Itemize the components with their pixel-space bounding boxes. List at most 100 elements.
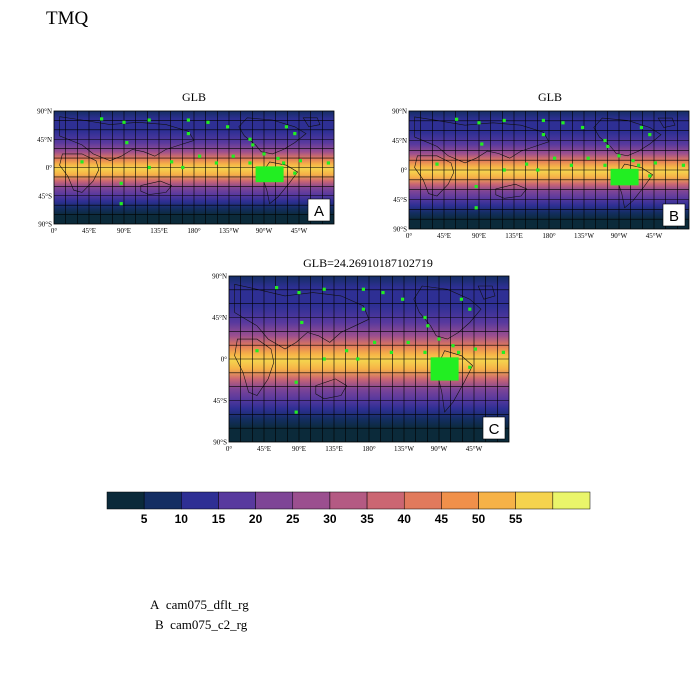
site-marker bbox=[617, 154, 621, 158]
site-marker bbox=[214, 161, 218, 165]
site-marker bbox=[255, 349, 259, 353]
site-marker bbox=[181, 165, 185, 170]
lon-tick-label: 0° bbox=[51, 227, 58, 235]
site-marker bbox=[373, 340, 377, 344]
site-marker bbox=[569, 163, 573, 167]
site-marker bbox=[284, 125, 288, 129]
coastline bbox=[477, 285, 496, 300]
coastline bbox=[238, 117, 307, 155]
lon-tick-label: 45°E bbox=[437, 232, 451, 240]
site-marker bbox=[473, 347, 477, 351]
site-marker bbox=[648, 133, 652, 137]
lat-lon-grid bbox=[54, 111, 334, 224]
panel-a-title: GLB bbox=[182, 90, 206, 104]
colorbar-label: 35 bbox=[360, 512, 374, 526]
site-marker bbox=[119, 202, 123, 206]
south-america-marker-cluster bbox=[255, 166, 284, 183]
lat-tick-label: 90°N bbox=[37, 108, 52, 116]
lat-tick-label: 90°S bbox=[213, 439, 227, 447]
site-marker bbox=[80, 160, 84, 164]
panel-label: C bbox=[489, 421, 500, 438]
site-marker bbox=[435, 162, 439, 166]
site-marker bbox=[502, 168, 506, 172]
colorbar-swatch bbox=[106, 491, 145, 510]
panel-c-title: GLB=24.26910187102719 bbox=[303, 256, 433, 270]
lon-tick-label: 90°W bbox=[256, 227, 273, 235]
colorbar-label: 50 bbox=[472, 512, 486, 526]
colorbar-label: 10 bbox=[175, 512, 189, 526]
site-marker bbox=[198, 154, 202, 158]
lat-tick-label: 45°N bbox=[212, 314, 227, 322]
map-border bbox=[228, 275, 510, 443]
coastline bbox=[414, 116, 550, 164]
colorbar-label: 5 bbox=[141, 512, 148, 526]
colorbar-swatch bbox=[552, 491, 591, 510]
site-marker bbox=[186, 132, 190, 136]
coastline bbox=[413, 285, 482, 340]
site-marker bbox=[251, 143, 255, 147]
colorbar-label: 15 bbox=[212, 512, 226, 526]
colorbar-swatch bbox=[218, 491, 256, 510]
south-america-marker-cluster bbox=[430, 357, 459, 381]
legend-entry-a: A cam075_dflt_rg bbox=[150, 597, 249, 613]
site-marker bbox=[147, 118, 151, 122]
site-marker bbox=[637, 163, 641, 167]
lat-tick-label: 90°N bbox=[392, 108, 407, 116]
panel-label-box bbox=[662, 203, 686, 227]
site-marker bbox=[275, 286, 279, 290]
lat-tick-label: 45°S bbox=[213, 397, 227, 405]
site-marker bbox=[170, 160, 174, 164]
site-marker bbox=[653, 161, 657, 165]
site-marker bbox=[451, 344, 455, 348]
lon-tick-label: 45°W bbox=[646, 232, 663, 240]
lat-tick-label: 45°N bbox=[37, 136, 52, 144]
site-marker bbox=[297, 291, 301, 295]
lat-tick-label: 45°S bbox=[38, 192, 52, 200]
site-marker bbox=[457, 350, 461, 354]
lat-tick-label: 0° bbox=[46, 164, 53, 172]
site-marker bbox=[468, 365, 472, 369]
colorbar-label: 55 bbox=[509, 512, 523, 526]
lat-tick-label: 90°S bbox=[38, 221, 52, 229]
site-marker bbox=[294, 380, 298, 384]
site-marker bbox=[125, 141, 129, 145]
site-marker bbox=[361, 287, 365, 291]
site-marker bbox=[147, 165, 151, 170]
site-marker bbox=[276, 156, 280, 161]
lon-tick-label: 45°E bbox=[257, 445, 271, 453]
legend-name: cam075_c2_rg bbox=[170, 617, 248, 632]
coastline bbox=[315, 378, 348, 400]
site-marker bbox=[606, 144, 610, 148]
site-marker bbox=[406, 340, 410, 344]
panel-label: B bbox=[669, 208, 679, 225]
site-marker bbox=[356, 357, 360, 361]
colorbar-label: 20 bbox=[249, 512, 263, 526]
site-marker bbox=[468, 307, 472, 311]
lon-tick-label: 135°W bbox=[219, 227, 239, 235]
lat-tick-label: 90°N bbox=[212, 273, 227, 281]
site-marker bbox=[294, 410, 298, 414]
coastline bbox=[495, 183, 528, 199]
site-marker bbox=[603, 163, 607, 167]
legend-letter: A bbox=[150, 597, 160, 612]
coastline bbox=[302, 117, 321, 128]
colorbar-swatch bbox=[255, 491, 294, 510]
lon-tick-label: 45°W bbox=[466, 445, 483, 453]
site-marker bbox=[300, 320, 304, 325]
site-marker bbox=[248, 161, 252, 165]
site-marker bbox=[345, 349, 349, 353]
coastline bbox=[59, 116, 195, 162]
site-marker bbox=[298, 159, 302, 163]
site-marker bbox=[603, 138, 607, 143]
panel-label-box bbox=[307, 198, 331, 222]
site-marker bbox=[459, 297, 463, 301]
colorbar-label: 25 bbox=[286, 512, 300, 526]
colorbar-swatch bbox=[441, 491, 479, 510]
site-marker bbox=[122, 120, 126, 124]
site-marker bbox=[293, 171, 297, 175]
site-marker bbox=[226, 125, 230, 129]
coastline bbox=[234, 283, 370, 350]
lat-lon-grid bbox=[229, 276, 509, 442]
site-marker bbox=[631, 158, 635, 163]
coastline bbox=[140, 180, 173, 195]
